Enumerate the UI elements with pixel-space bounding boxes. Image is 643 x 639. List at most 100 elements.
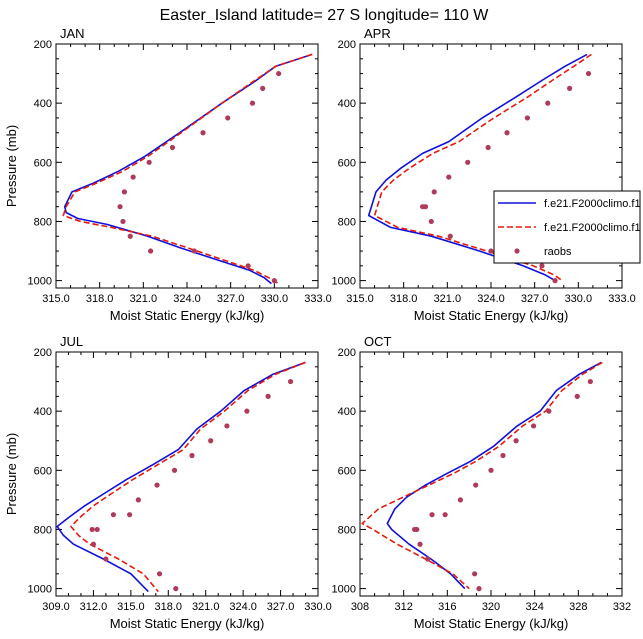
raobs-point [148, 248, 154, 254]
raobs-point [90, 541, 97, 547]
y-tick-label: 200 [338, 39, 356, 51]
x-axis-label: Moist Static Energy (kJ/kg) [110, 616, 265, 631]
raobs-point [428, 218, 434, 225]
raobs-point [585, 70, 592, 77]
panel-label: JAN [60, 26, 85, 41]
x-tick-label: 321.0 [434, 293, 462, 305]
x-tick-label: 318.0 [86, 293, 114, 305]
legend-entry-label: f.e21.F2000climo.f1 [544, 222, 641, 234]
y-tick-label: 600 [338, 465, 356, 477]
raobs-point [485, 144, 491, 151]
raobs-point [249, 100, 256, 106]
y-tick-label: 800 [34, 524, 52, 536]
raobs-point [530, 423, 537, 429]
raobs-point [271, 278, 277, 284]
raobs-point [245, 263, 251, 269]
raobs-point [154, 482, 160, 488]
raobs-point [567, 85, 573, 91]
y-tick-label: 200 [34, 347, 52, 359]
y-tick-label: 400 [34, 98, 52, 110]
y-tick-label: 400 [34, 406, 52, 418]
y-tick-label: 600 [338, 157, 356, 169]
panel-oct: OCT 308 312 316 320 324 328 332 200 400 600 800 1000… [332, 334, 632, 631]
x-tick-label: 315.0 [346, 293, 374, 305]
model-line-dashed [361, 361, 603, 590]
y-tick-label: 400 [338, 98, 356, 110]
raobs-point [103, 556, 109, 562]
raobs-point [208, 438, 214, 444]
y-tick-label: 200 [34, 39, 52, 51]
x-tick-label: 312.0 [80, 601, 108, 613]
raobs-point [425, 556, 431, 562]
y-tick-label: 800 [34, 216, 52, 228]
raobs-point [127, 512, 133, 518]
raobs-point [127, 233, 133, 239]
x-tick-label: 333.0 [304, 293, 332, 305]
y-tick-label: 400 [338, 406, 356, 418]
raobs-point [431, 189, 437, 195]
raobs-point [276, 70, 282, 77]
raobs-point [574, 393, 580, 399]
x-tick-label: 312 [394, 601, 412, 613]
model-line-dashed [62, 53, 313, 285]
panels: JAN 315.0 318.0 321.0 324.0 327.0 330.0 333.0 20… [4, 26, 636, 631]
y-tick-label: 600 [34, 157, 52, 169]
raobs-point [546, 408, 552, 414]
model-line-solid [386, 361, 602, 590]
raobs-point [488, 248, 494, 254]
raobs-point [146, 159, 152, 165]
plot-frame [55, 43, 319, 289]
x-tick-label: 330.0 [261, 293, 289, 305]
raobs-point [504, 130, 510, 136]
raobs-point [89, 526, 95, 533]
raobs-point [224, 423, 230, 429]
raobs-point [260, 85, 266, 91]
y-tick-label: 200 [338, 347, 356, 359]
x-tick-label: 327.0 [521, 293, 549, 305]
raobs-point [513, 438, 519, 444]
raobs-point [457, 497, 464, 503]
raobs-point [524, 115, 530, 121]
raobs-point [110, 512, 116, 518]
plot-frame [55, 351, 319, 597]
y-tick-label: 1000 [28, 276, 52, 288]
legend-entry-label: raobs [544, 246, 572, 258]
raobs-point [442, 512, 448, 518]
raobs-point [191, 248, 197, 254]
y-axis-label: Pressure (mb) [4, 433, 19, 515]
x-tick-label: 324 [525, 601, 543, 613]
raobs-point [446, 174, 452, 180]
raobs-point [225, 115, 231, 121]
figure-title: Easter_Island latitude= 27 S longitude= … [160, 7, 490, 24]
raobs-point [411, 526, 418, 533]
raobs-point [121, 189, 128, 195]
raobs-point [429, 512, 435, 518]
raobs-point [488, 467, 494, 473]
x-tick-label: 333.0 [608, 293, 636, 305]
raobs-point [287, 378, 294, 385]
raobs-point [200, 130, 206, 136]
panel-jan: JAN 315.0 318.0 321.0 324.0 327.0 330.0 333.0 20… [4, 26, 332, 323]
raobs-point [156, 571, 163, 577]
raobs-point [417, 541, 423, 547]
raobs-point [476, 586, 482, 592]
x-tick-label: 315.0 [42, 293, 70, 305]
y-axis-label: Pressure (mb) [4, 125, 19, 207]
raobs-point [419, 204, 426, 210]
raobs-point [552, 278, 558, 284]
x-tick-label: 315.0 [117, 601, 145, 613]
x-tick-label: 330.0 [565, 293, 593, 305]
series-group [56, 361, 306, 593]
x-tick-label: 308 [351, 601, 369, 613]
x-tick-label: 321.0 [130, 293, 158, 305]
model-line-solid [56, 361, 306, 593]
y-tick-label: 1000 [332, 584, 356, 596]
x-axis-label: Moist Static Energy (kJ/kg) [110, 308, 265, 323]
y-tick-label: 800 [338, 216, 356, 228]
x-tick-label: 309.0 [42, 601, 70, 613]
y-tick-label: 600 [34, 465, 52, 477]
legend-entry-label: f.e21.F2000climo.f1 [544, 198, 641, 210]
series-group [361, 361, 603, 592]
panel-apr: APR 315.0 318.0 321.0 324.0 327.0 330.0 333.0 20… [332, 26, 636, 323]
